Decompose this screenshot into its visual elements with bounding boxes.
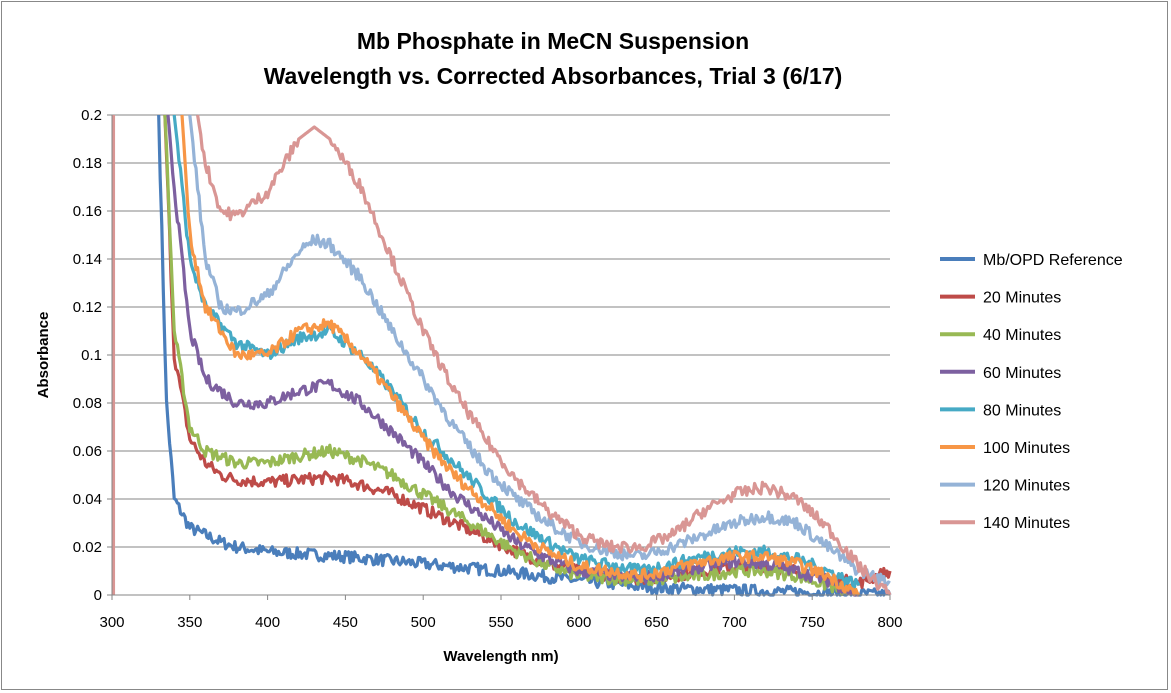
- y-tick-label: 0.08: [73, 395, 102, 412]
- x-tick-label: 400: [255, 614, 280, 631]
- legend-entry: 80 Minutes: [983, 402, 1061, 419]
- legend-entry: 60 Minutes: [983, 365, 1061, 382]
- x-axis-label: Wavelength nm): [443, 648, 558, 665]
- x-tick-label: 550: [488, 614, 513, 631]
- x-tick-label: 450: [333, 614, 358, 631]
- legend-entry: 40 Minutes: [983, 327, 1061, 344]
- y-axis-label: Absorbance: [35, 312, 52, 399]
- series-line-5: [180, 114, 861, 597]
- x-tick-label: 500: [411, 614, 436, 631]
- y-tick-label: 0.1: [81, 347, 102, 364]
- legend-entry: 120 Minutes: [983, 478, 1070, 495]
- x-tick-label: 750: [800, 614, 825, 631]
- y-tick-label: 0.04: [73, 491, 102, 508]
- legend-entry: 20 Minutes: [983, 290, 1061, 307]
- series-line-2: [163, 114, 859, 597]
- y-tick-label: 0.12: [73, 299, 102, 316]
- x-tick-label: 650: [644, 614, 669, 631]
- y-tick-label: 0.02: [73, 539, 102, 556]
- y-tick-label: 0: [94, 587, 102, 604]
- y-tick-label: 0.16: [73, 203, 102, 220]
- chart-title-line-1: Mb Phosphate in MeCN Suspension: [357, 28, 749, 54]
- series-line-7: [196, 114, 892, 596]
- x-tick-label: 700: [722, 614, 747, 631]
- y-tick-label: 0.2: [81, 107, 102, 124]
- x-tick-label: 800: [877, 614, 902, 631]
- x-tick-label: 600: [566, 614, 591, 631]
- legend: Mb/OPD Reference 20 Minutes 40 Minutes 60 M…: [940, 252, 1123, 532]
- series-line-0: [157, 114, 892, 597]
- chart-title-line-2: Wavelength vs. Corrected Absorbances, Tr…: [264, 63, 843, 89]
- legend-entry: 100 Minutes: [983, 440, 1070, 457]
- x-tick-label: 350: [177, 614, 202, 631]
- y-tick-label: 0.18: [73, 155, 102, 172]
- legend-entry: 140 Minutes: [983, 515, 1070, 532]
- series-line-6: [188, 114, 891, 587]
- y-tick-label: 0.06: [73, 443, 102, 460]
- x-tick-label: 300: [99, 614, 124, 631]
- y-tick-label: 0.14: [73, 251, 102, 268]
- legend-entry: Mb/OPD Reference: [983, 252, 1123, 269]
